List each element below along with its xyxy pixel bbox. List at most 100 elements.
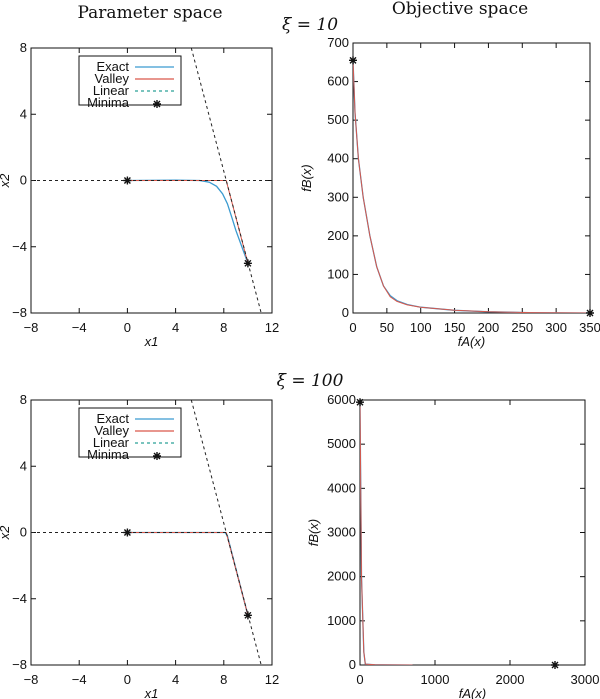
x-tick-label: 12 (265, 320, 279, 335)
x-axis-label: fA(x) (459, 686, 486, 699)
series-linear-line (190, 400, 262, 665)
x-tick-label: 3000 (571, 672, 600, 687)
x-tick-label: 50 (380, 320, 394, 335)
legend-label-exact: Exact (96, 59, 129, 74)
y-tick-label: 4 (20, 458, 27, 473)
x-tick-label: 8 (220, 320, 227, 335)
plot-area (31, 400, 272, 665)
y-tick-label: 3000 (327, 525, 356, 540)
legend-label-valley: Valley (95, 71, 130, 86)
y-tick-label: 0 (342, 305, 349, 320)
series-exact-line (360, 402, 413, 665)
y-tick-label: 8 (20, 40, 27, 55)
chart-panel-2: −8 −4 0 4 8 12 −8 −4 0 4 8 x1 x2 ExactValleyLinearMin… (0, 392, 279, 699)
legend-label-linear: Linear (93, 83, 130, 98)
y-tick-label: 5000 (327, 436, 356, 451)
minimum-marker (551, 661, 559, 669)
y-tick-label: 4000 (327, 480, 356, 495)
minimum-marker (123, 176, 132, 185)
y-tick-label: 600 (327, 74, 349, 89)
minimum-marker (243, 259, 252, 268)
x-axis-label: fA(x) (458, 334, 485, 349)
x-tick-label: 8 (220, 672, 227, 687)
x-tick-label: −4 (72, 320, 87, 335)
series-linear-line (190, 48, 262, 313)
y-tick-label: 0 (349, 657, 356, 672)
y-tick-label: −4 (12, 591, 27, 606)
plot-area (31, 48, 272, 313)
x-tick-label: 350 (579, 320, 600, 335)
x-tick-label: 0 (124, 672, 131, 687)
y-axis-label: x2 (0, 525, 12, 541)
y-tick-label: 300 (327, 189, 349, 204)
legend-label-exact: Exact (96, 411, 129, 426)
x-tick-label: −8 (24, 320, 39, 335)
y-axis-label: fB(x) (306, 519, 321, 546)
y-tick-label: 700 (327, 35, 349, 50)
plot-area (353, 60, 590, 313)
minimum-marker (349, 56, 357, 65)
y-tick-label: 100 (327, 266, 349, 281)
y-tick-label: −8 (12, 305, 27, 320)
legend-box (78, 407, 182, 458)
y-tick-label: −8 (12, 657, 27, 672)
y-tick-label: 500 (327, 112, 349, 127)
chart-panel-3: 0 1000 2000 3000 0 1000 2000 3000 4000 5000 6000 fA… (306, 392, 599, 699)
chart-panel-0: −8 −4 0 4 8 12 −8 −4 0 4 8 x1 x2 ExactValleyLinearMin… (0, 40, 279, 349)
x-tick-label: 12 (265, 672, 279, 687)
x-axis-label: x1 (144, 686, 159, 699)
minimum-marker (123, 528, 132, 537)
x-tick-label: 300 (545, 320, 567, 335)
y-tick-label: 6000 (327, 392, 356, 407)
legend-swatch-minima (153, 100, 161, 108)
x-tick-label: 200 (478, 320, 500, 335)
legend-box (78, 55, 182, 106)
plot-frame (352, 42, 591, 314)
chart-panel-1: 0 50 100 150 200 250 300 350 0 100 200 300 400 500 600… (299, 35, 600, 349)
x-tick-label: 0 (356, 672, 363, 687)
x-tick-label: 4 (172, 320, 179, 335)
x-tick-label: −4 (72, 672, 87, 687)
legend-label-valley: Valley (95, 423, 130, 438)
y-tick-label: 8 (20, 392, 27, 407)
row-title-xi-100: ξ = 100 (277, 371, 344, 391)
y-tick-label: 200 (327, 228, 349, 243)
minimum-marker (243, 611, 252, 620)
y-tick-label: 4 (20, 106, 27, 121)
header-objective-space: Objective space (392, 0, 528, 19)
x-tick-label: −8 (24, 672, 39, 687)
series-valley-line (360, 402, 413, 665)
y-tick-label: 1000 (327, 613, 356, 628)
y-tick-label: 2000 (327, 569, 356, 584)
y-tick-label: −4 (12, 239, 27, 254)
x-tick-label: 150 (444, 320, 466, 335)
series-valley-line (127, 532, 249, 616)
x-tick-label: 0 (124, 320, 131, 335)
legend-swatch-minima (153, 452, 161, 460)
y-axis-label: fB(x) (299, 164, 314, 191)
legend-label-linear: Linear (93, 435, 130, 450)
y-tick-label: 400 (327, 151, 349, 166)
series-exact-line (353, 60, 590, 313)
y-tick-label: 0 (20, 173, 27, 188)
minimum-marker (586, 309, 594, 317)
plot-frame (359, 399, 586, 666)
y-axis-label: x2 (0, 173, 12, 189)
y-tick-label: 0 (20, 525, 27, 540)
x-tick-label: 2000 (496, 672, 525, 687)
x-tick-label: 0 (349, 320, 356, 335)
x-axis-label: x1 (144, 334, 159, 349)
minimum-marker (356, 398, 364, 407)
x-tick-label: 100 (410, 320, 432, 335)
x-tick-label: 250 (511, 320, 533, 335)
x-tick-label: 4 (172, 672, 179, 687)
legend-label-minima: Minima (87, 95, 130, 110)
x-tick-label: 1000 (421, 672, 450, 687)
plot-area (360, 402, 413, 665)
row-title-xi-10: ξ = 10 (282, 15, 338, 35)
header-parameter-space: Parameter space (78, 3, 223, 23)
series-valley-line (127, 180, 249, 264)
